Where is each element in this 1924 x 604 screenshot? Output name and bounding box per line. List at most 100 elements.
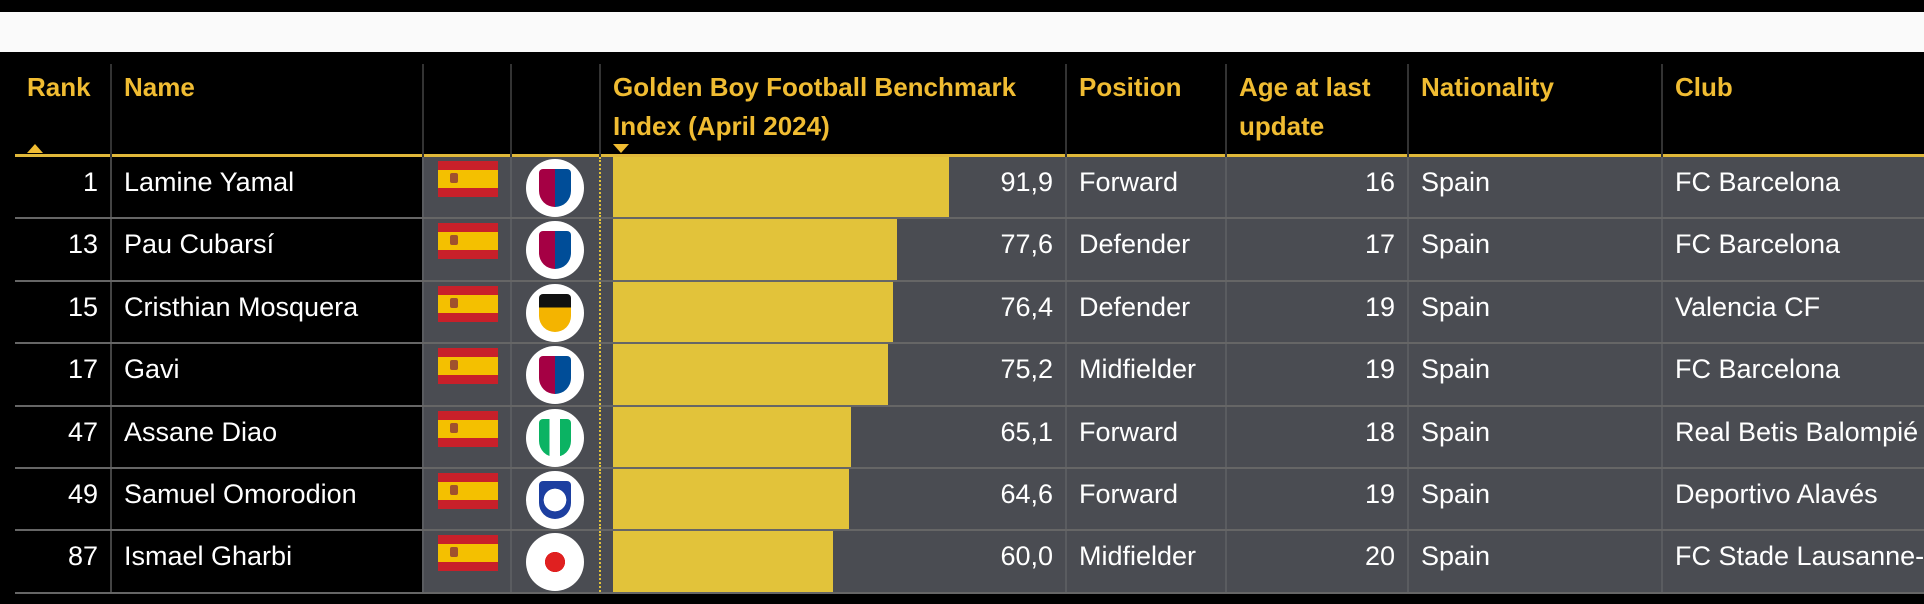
flag-cell xyxy=(422,219,510,280)
age-cell: 20 xyxy=(1225,531,1407,592)
fc-barcelona-logo-icon xyxy=(526,159,584,217)
position-cell: Defender xyxy=(1065,281,1225,343)
spain-flag-icon xyxy=(438,348,498,385)
club-cell: Deportivo Alavés xyxy=(1661,468,1924,530)
age-cell: 17 xyxy=(1225,219,1407,280)
club-cell: Valencia CF xyxy=(1661,281,1924,343)
table-row[interactable]: 15 Cristhian Mosquera 76,4 Defender 19 S… xyxy=(15,281,1924,345)
club-cell: FC Barcelona xyxy=(1661,344,1924,405)
nationality-cell: Spain xyxy=(1407,157,1661,218)
index-value: 91,9 xyxy=(1000,167,1053,197)
age-cell: 19 xyxy=(1225,281,1407,343)
index-bar xyxy=(613,219,898,280)
index-value: 75,2 xyxy=(1000,354,1053,385)
header-name[interactable]: Name xyxy=(110,64,422,157)
club-cell: FC Barcelona xyxy=(1661,157,1924,218)
table-body: 1 Lamine Yamal 91,9 Forward 16 Spain FC … xyxy=(15,157,1924,594)
position-cell: Forward xyxy=(1065,157,1225,218)
players-table: Rank Name Golden Boy Football Benchmark … xyxy=(15,64,1924,594)
club-cell: Real Betis Balompié xyxy=(1661,406,1924,467)
top-bar xyxy=(0,12,1924,52)
header-logo xyxy=(510,64,599,157)
rank-cell: 1 xyxy=(15,157,110,218)
index-value: 60,0 xyxy=(1000,541,1053,572)
index-cell: 65,1 xyxy=(599,406,1065,467)
nationality-cell: Spain xyxy=(1407,468,1661,530)
rank-cell: 13 xyxy=(15,219,110,280)
index-bar xyxy=(613,157,950,218)
fc-stade-lausanne-ouchy-logo-icon xyxy=(526,533,584,592)
table-row[interactable]: 13 Pau Cubarsí 77,6 Defender 17 Spain FC… xyxy=(15,219,1924,282)
rank-cell: 47 xyxy=(15,406,110,467)
index-value: 64,6 xyxy=(1000,478,1053,509)
name-cell: Pau Cubarsí xyxy=(110,219,422,280)
rank-cell: 17 xyxy=(15,344,110,405)
age-cell: 19 xyxy=(1225,468,1407,530)
logo-cell xyxy=(510,219,599,280)
spain-flag-icon xyxy=(438,535,498,572)
name-cell: Gavi xyxy=(110,344,422,405)
header-age[interactable]: Age at last update xyxy=(1225,64,1407,157)
nationality-cell: Spain xyxy=(1407,406,1661,467)
position-cell: Defender xyxy=(1065,219,1225,280)
flag-cell xyxy=(422,406,510,467)
header-club[interactable]: Club xyxy=(1661,64,1924,157)
flag-cell xyxy=(422,531,510,592)
club-cell: FC Stade Lausanne-Ouchy xyxy=(1661,531,1924,592)
name-cell: Assane Diao xyxy=(110,406,422,467)
sort-descending-icon xyxy=(613,144,629,153)
header-position[interactable]: Position xyxy=(1065,64,1225,157)
table-row[interactable]: 47 Assane Diao 65,1 Forward 18 Spain Rea… xyxy=(15,406,1924,469)
table-header: Rank Name Golden Boy Football Benchmark … xyxy=(15,64,1924,157)
rank-cell: 15 xyxy=(15,281,110,343)
index-value: 76,4 xyxy=(1000,291,1053,322)
age-cell: 19 xyxy=(1225,344,1407,405)
table-row[interactable]: 17 Gavi 75,2 Midfielder 19 Spain FC Barc… xyxy=(15,344,1924,407)
index-bar xyxy=(613,344,889,405)
index-bar xyxy=(613,531,833,592)
header-flag xyxy=(422,64,510,157)
header-index-label: Golden Boy Football Benchmark Index (Apr… xyxy=(613,72,1017,141)
name-cell: Cristhian Mosquera xyxy=(110,281,422,343)
fc-barcelona-logo-icon xyxy=(526,346,584,405)
index-cell: 64,6 xyxy=(599,468,1065,530)
logo-cell xyxy=(510,406,599,467)
header-index[interactable]: Golden Boy Football Benchmark Index (Apr… xyxy=(599,64,1065,157)
index-value: 77,6 xyxy=(1000,229,1053,260)
nationality-cell: Spain xyxy=(1407,531,1661,592)
logo-cell xyxy=(510,531,599,592)
name-cell: Samuel Omorodion xyxy=(110,468,422,530)
rank-cell: 87 xyxy=(15,531,110,592)
index-value: 65,1 xyxy=(1000,416,1053,447)
deportivo-alaves-logo-icon xyxy=(526,470,584,529)
name-cell: Lamine Yamal xyxy=(110,157,422,218)
position-cell: Midfielder xyxy=(1065,344,1225,405)
logo-cell xyxy=(510,344,599,405)
nationality-cell: Spain xyxy=(1407,281,1661,343)
index-bar xyxy=(613,468,850,530)
flag-cell xyxy=(422,281,510,343)
spain-flag-icon xyxy=(438,472,498,509)
position-cell: Forward xyxy=(1065,406,1225,467)
table-row[interactable]: 1 Lamine Yamal 91,9 Forward 16 Spain FC … xyxy=(15,157,1924,220)
index-bar xyxy=(613,281,893,343)
table-row[interactable]: 87 Ismael Gharbi 60,0 Midfielder 20 Spai… xyxy=(15,531,1924,594)
index-cell: 77,6 xyxy=(599,219,1065,280)
age-cell: 16 xyxy=(1225,157,1407,218)
header-rank-label: Rank xyxy=(27,72,91,102)
nationality-cell: Spain xyxy=(1407,219,1661,280)
logo-cell xyxy=(510,468,599,530)
index-cell: 76,4 xyxy=(599,281,1065,343)
spain-flag-icon xyxy=(438,161,498,197)
index-cell: 91,9 xyxy=(599,157,1065,218)
header-nationality[interactable]: Nationality xyxy=(1407,64,1661,157)
index-cell: 75,2 xyxy=(599,344,1065,405)
spain-flag-icon xyxy=(438,285,498,322)
logo-cell xyxy=(510,281,599,343)
index-bar xyxy=(613,406,852,467)
header-rank[interactable]: Rank xyxy=(15,64,110,157)
table-row[interactable]: 49 Samuel Omorodion 64,6 Forward 19 Spai… xyxy=(15,468,1924,532)
flag-cell xyxy=(422,157,510,218)
nationality-cell: Spain xyxy=(1407,344,1661,405)
sort-ascending-icon xyxy=(27,144,43,153)
